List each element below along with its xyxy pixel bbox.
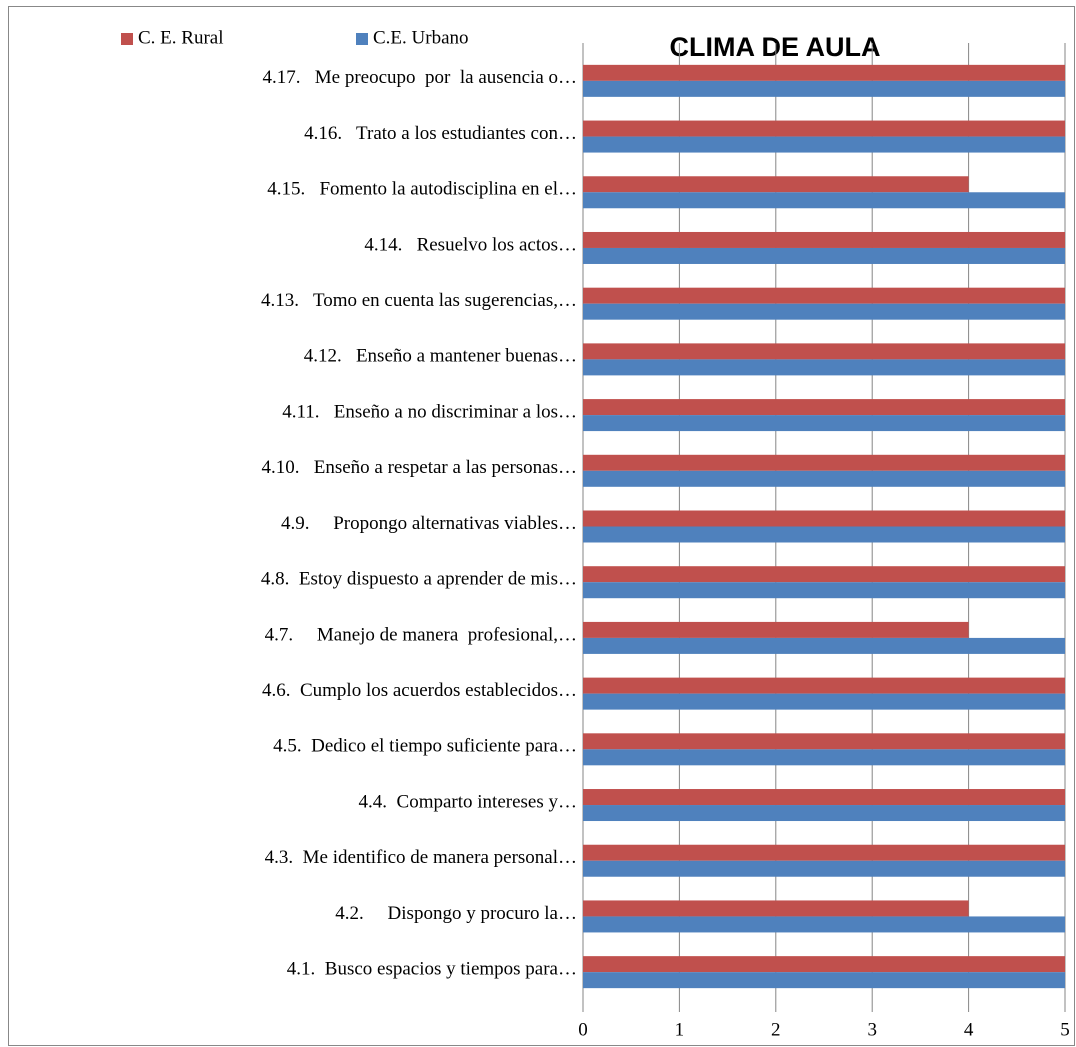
y-tick-label: 4.13. Tomo en cuenta las sugerencias,… xyxy=(261,290,577,311)
bar xyxy=(583,637,1065,654)
legend-swatch xyxy=(121,33,133,45)
y-tick-label: 4.1. Busco espacios y tiempos para… xyxy=(287,959,577,980)
chart-border xyxy=(8,6,1075,1046)
bar xyxy=(583,470,1065,487)
y-tick-label: 4.10. Enseño a respetar a las personas… xyxy=(261,457,577,478)
bar xyxy=(583,247,1065,264)
legend-label: C.E. Urbano xyxy=(373,27,469,48)
y-tick-label: 4.17. Me preocupo por la ausencia o… xyxy=(263,67,577,88)
bar xyxy=(583,359,1065,376)
legend-label: C. E. Rural xyxy=(138,27,224,48)
legend-swatch xyxy=(356,33,368,45)
bar xyxy=(583,136,1065,153)
bar xyxy=(583,566,1065,583)
chart-title: CLIMA DE AULA xyxy=(670,32,881,62)
bar xyxy=(583,860,1065,877)
y-tick-label: 4.7. Manejo de manera profesional,… xyxy=(265,624,577,645)
bar xyxy=(583,789,1065,806)
bar xyxy=(583,844,1065,861)
bar xyxy=(583,582,1065,599)
y-tick-label: 4.3. Me identifico de manera personal… xyxy=(265,847,577,868)
bar xyxy=(583,956,1065,973)
bar xyxy=(583,120,1065,137)
bar xyxy=(583,231,1065,248)
y-tick-label: 4.4. Comparto intereses y… xyxy=(359,791,577,812)
bar xyxy=(583,287,1065,304)
x-tick-label: 2 xyxy=(771,1019,781,1040)
bar xyxy=(583,343,1065,360)
y-tick-label: 4.9. Propongo alternativas viables… xyxy=(281,513,577,534)
x-tick-label: 1 xyxy=(675,1019,685,1040)
bar xyxy=(583,176,969,193)
y-tick-label: 4.11. Enseño a no discriminar a los… xyxy=(282,401,577,422)
bar xyxy=(583,733,1065,750)
x-tick-label: 0 xyxy=(578,1019,588,1040)
y-tick-label: 4.8. Estoy dispuesto a aprender de mis… xyxy=(261,569,577,590)
y-tick-label: 4.2. Dispongo y procuro la… xyxy=(335,903,577,924)
bar xyxy=(583,192,1065,209)
bar xyxy=(583,972,1065,989)
x-tick-label: 5 xyxy=(1060,1019,1070,1040)
bar xyxy=(583,526,1065,543)
y-tick-label: 4.5. Dedico el tiempo suficiente para… xyxy=(273,736,577,757)
bar xyxy=(583,900,969,917)
y-tick-label: 4.15. Fomento la autodisciplina en el… xyxy=(267,179,577,200)
bar xyxy=(583,805,1065,822)
bar xyxy=(583,454,1065,471)
bar xyxy=(583,749,1065,766)
x-tick-label: 3 xyxy=(867,1019,877,1040)
y-tick-label: 4.14. Resuelvo los actos… xyxy=(364,234,577,255)
bar xyxy=(583,399,1065,416)
bar xyxy=(583,510,1065,527)
bar xyxy=(583,621,969,638)
bar xyxy=(583,916,1065,933)
bar xyxy=(583,80,1065,97)
bar xyxy=(583,693,1065,710)
x-tick-label: 4 xyxy=(964,1019,974,1040)
y-tick-label: 4.16. Trato a los estudiantes con… xyxy=(304,123,577,144)
bar xyxy=(583,415,1065,432)
y-tick-label: 4.6. Cumplo los acuerdos establecidos… xyxy=(262,680,577,701)
bar xyxy=(583,677,1065,694)
bar xyxy=(583,64,1065,81)
y-tick-label: 4.12. Enseño a mantener buenas… xyxy=(304,346,577,367)
bar xyxy=(583,303,1065,320)
